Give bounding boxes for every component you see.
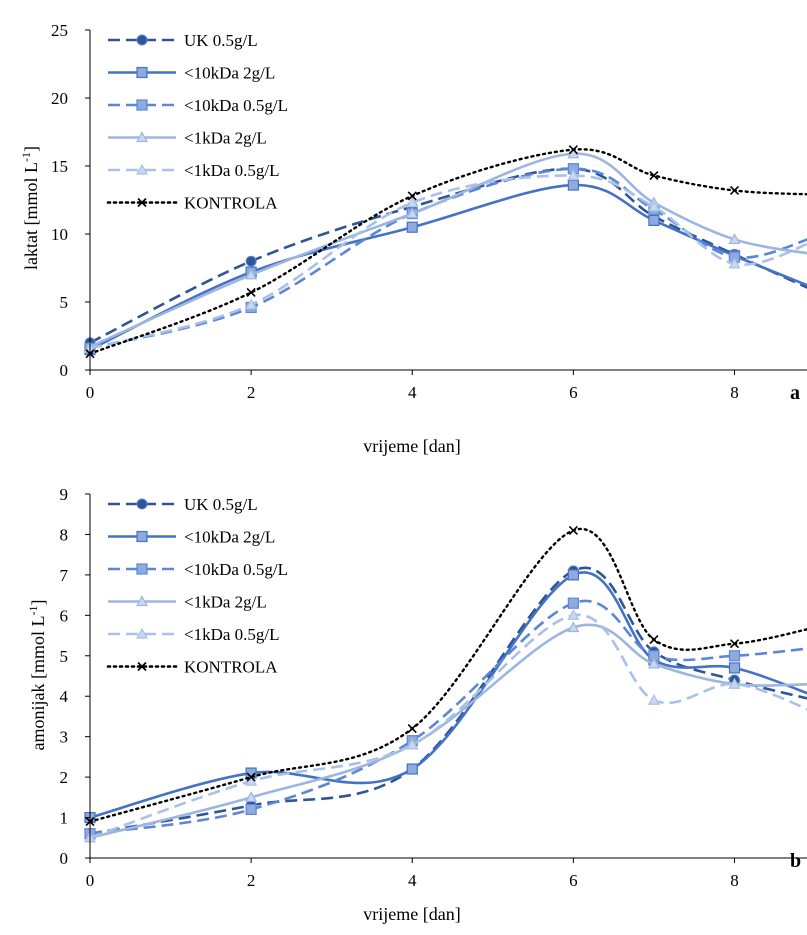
x-tick-label: 0 (86, 383, 95, 402)
data-point (406, 221, 418, 233)
y-tick-label: 25 (51, 21, 68, 40)
x-tick-label: 6 (569, 383, 578, 402)
legend-label: <10kDa 2g/L (184, 64, 275, 83)
data-point (729, 185, 740, 196)
legend-marker (136, 563, 148, 575)
x-tick-label: 4 (408, 871, 417, 890)
legend-label: <1kDa 2g/L (184, 593, 267, 612)
x-tick-label: 6 (569, 871, 578, 890)
legend-label: <1kDa 0.5g/L (184, 625, 280, 644)
legend-label: <10kDa 0.5g/L (184, 560, 288, 579)
series-line-3 (89, 152, 807, 349)
data-point (649, 170, 659, 181)
data-point (406, 196, 419, 208)
y-tick-label: 15 (51, 157, 68, 176)
data-point (568, 525, 578, 535)
legend-marker (136, 530, 148, 543)
data-point (245, 298, 258, 310)
data-point (567, 169, 580, 181)
legend-marker (136, 66, 148, 79)
legend-marker (135, 163, 149, 175)
legend-marker (136, 99, 148, 111)
y-tick-label: 6 (60, 606, 69, 625)
panel-b-label: b (790, 850, 801, 872)
panel-a-label: a (790, 382, 800, 404)
y-tick-label: 8 (60, 525, 69, 544)
data-point (406, 738, 419, 750)
legend-marker (136, 34, 148, 46)
data-point (728, 662, 741, 674)
data-point (245, 791, 258, 802)
data-point (728, 257, 741, 269)
x-tick-label: 2 (247, 871, 256, 890)
x-tick-label: 4 (408, 383, 417, 402)
legend-marker (135, 627, 149, 639)
data-point (245, 268, 258, 280)
y-tick-label: 5 (60, 647, 69, 666)
data-point (728, 677, 741, 689)
data-point (567, 569, 579, 581)
legend-marker (135, 131, 149, 143)
x-tick-label: 8 (730, 383, 739, 402)
data-point (648, 214, 660, 226)
data-point (647, 694, 660, 705)
data-point (647, 657, 660, 669)
data-point (567, 621, 580, 633)
legend-label: UK 0.5g/L (184, 31, 258, 50)
y-tick-label: 3 (60, 728, 69, 747)
data-point (245, 803, 257, 816)
legend-label: <1kDa 2g/L (184, 129, 267, 148)
data-point (728, 233, 741, 245)
legend-label: UK 0.5g/L (184, 495, 258, 514)
data-point (567, 609, 580, 620)
y-tick-label: 5 (60, 293, 69, 312)
y-tick-label: 0 (60, 849, 69, 868)
y-tick-label: 2 (60, 768, 69, 787)
panel-b-plot (83, 525, 807, 843)
y-tick-label: 10 (51, 225, 68, 244)
data-point (567, 179, 579, 191)
legend-label: <10kDa 2g/L (184, 528, 275, 547)
data-point (407, 724, 417, 734)
y-tick-label: 4 (60, 687, 69, 706)
data-point (728, 650, 741, 662)
panel-a-ylabel: laktat [mmol L-1] (19, 146, 41, 270)
series-line-5 (88, 148, 807, 355)
y-tick-label: 0 (60, 361, 69, 380)
legend-marker (137, 661, 147, 672)
data-point (649, 635, 659, 645)
data-point (729, 639, 740, 649)
data-point (647, 200, 660, 212)
x-tick-label: 8 (730, 871, 739, 890)
legend-label: <10kDa 0.5g/L (184, 96, 288, 115)
data-point (246, 772, 256, 782)
x-tick-label: 0 (86, 871, 95, 890)
legend-marker (135, 595, 149, 607)
legend-label: KONTROLA (184, 194, 278, 213)
data-point (406, 763, 418, 775)
legend-label: KONTROLA (184, 658, 278, 677)
panel-b-ylabel: amonijak [mmol L-1] (26, 600, 48, 751)
data-point (246, 287, 256, 298)
legend-label: <1kDa 0.5g/L (184, 161, 280, 180)
data-point (567, 597, 579, 609)
y-tick-label: 7 (60, 566, 69, 585)
data-point (407, 191, 417, 201)
panel-b-xlabel: vrijeme [dan] (363, 904, 460, 924)
y-tick-label: 20 (51, 89, 68, 108)
legend-marker (137, 197, 147, 208)
data-point (245, 255, 257, 267)
y-tick-label: 9 (60, 485, 69, 504)
data-point (406, 207, 419, 219)
legend-marker (136, 498, 148, 510)
panel-a-xlabel: vrijeme [dan] (363, 436, 460, 456)
data-point (568, 145, 578, 155)
y-tick-label: 1 (60, 809, 69, 828)
x-tick-label: 2 (247, 383, 256, 402)
